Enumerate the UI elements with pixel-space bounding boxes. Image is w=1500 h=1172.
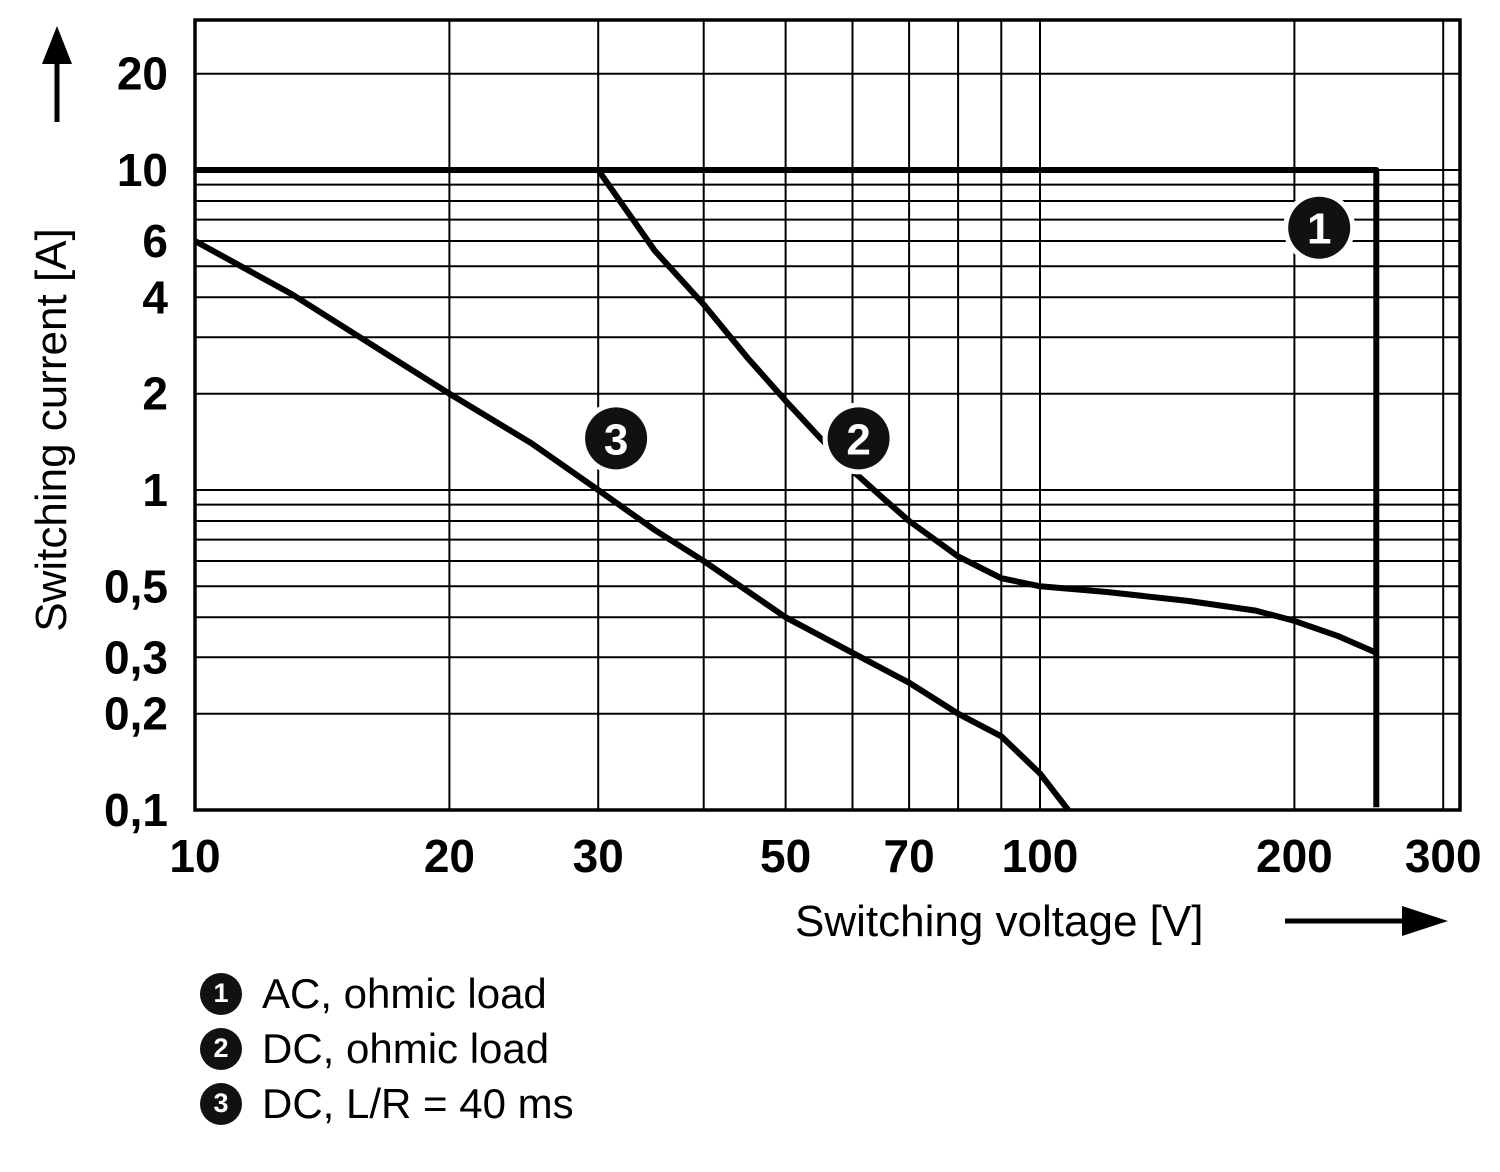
x-tick-label: 200 bbox=[1256, 830, 1333, 882]
y-tick-label: 4 bbox=[142, 271, 168, 323]
tick-labels-layer: 10 20 30 50 70 100 200 300 20 10 64 2 1 0,5 0,30,2 0,1 bbox=[104, 48, 1482, 882]
y-tick-label: 0,2 bbox=[104, 688, 168, 740]
x-tick-label: 10 bbox=[169, 830, 220, 882]
curve-markers-layer: 1 2 3 bbox=[580, 191, 1356, 475]
legend-marker-3-icon: 3 bbox=[200, 1082, 242, 1125]
y-tick-label: 1 bbox=[142, 464, 168, 516]
x-tick-label: 50 bbox=[760, 830, 811, 882]
x-tick-label: 100 bbox=[1002, 830, 1079, 882]
legend-marker-1-icon: 1 bbox=[200, 972, 242, 1015]
y-tick-label: 2 bbox=[142, 368, 168, 420]
x-axis-title: Switching voltage [V] bbox=[795, 897, 1204, 946]
curve-marker-3: 3 bbox=[580, 402, 653, 475]
x-tick-label: 30 bbox=[573, 830, 624, 882]
x-tick-label: 300 bbox=[1405, 830, 1482, 882]
legend-label-1: AC, ohmic load bbox=[262, 970, 547, 1017]
y-tick-label: 6 bbox=[142, 215, 168, 267]
legend-item-3: 3 DC, L/R = 40 ms bbox=[200, 1082, 574, 1125]
x-tick-label: 20 bbox=[424, 830, 475, 882]
legend-label-2: DC, ohmic load bbox=[262, 1025, 550, 1072]
curve-marker-2: 2 bbox=[822, 402, 895, 475]
curve-3 bbox=[193, 238, 1071, 812]
y-axis-title: Switching current [A] bbox=[27, 228, 76, 632]
curves-layer bbox=[193, 167, 1380, 812]
curve-2 bbox=[595, 168, 1378, 656]
y-tick-label: 0,3 bbox=[104, 631, 168, 683]
legend: 1 AC, ohmic load 2 DC, ohmic load 3 DC, … bbox=[200, 972, 574, 1125]
y-tick-label: 20 bbox=[117, 48, 168, 100]
x-axis-arrow-icon bbox=[1285, 906, 1448, 936]
y-tick-label: 0,1 bbox=[104, 784, 168, 836]
y-tick-label: 0,5 bbox=[104, 560, 168, 612]
x-tick-label: 70 bbox=[884, 830, 935, 882]
curve-marker-1: 1 bbox=[1283, 191, 1356, 264]
svg-text:1: 1 bbox=[1307, 205, 1331, 254]
curve-1 bbox=[195, 167, 1380, 808]
y-axis-arrow-icon bbox=[42, 26, 72, 122]
svg-text:3: 3 bbox=[604, 415, 628, 464]
grid-layer bbox=[193, 18, 1462, 812]
legend-item-2: 2 DC, ohmic load bbox=[200, 1027, 574, 1070]
legend-marker-2-icon: 2 bbox=[200, 1027, 242, 1070]
legend-item-1: 1 AC, ohmic load bbox=[200, 972, 574, 1015]
svg-text:2: 2 bbox=[846, 415, 870, 464]
legend-label-3: DC, L/R = 40 ms bbox=[262, 1080, 574, 1127]
y-tick-label: 10 bbox=[117, 144, 168, 196]
